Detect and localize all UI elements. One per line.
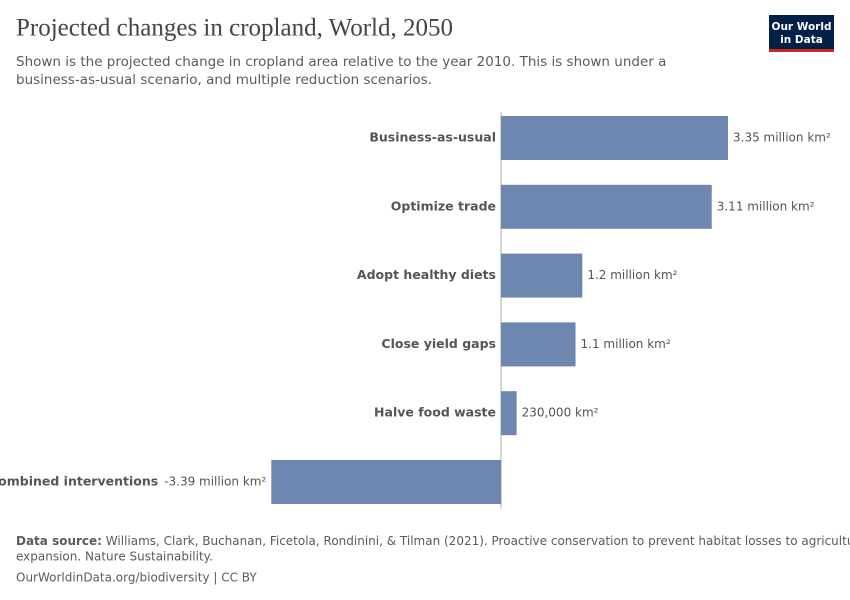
bar: [501, 116, 728, 160]
bar: [501, 253, 583, 298]
source-label: Data source:: [16, 534, 102, 548]
category-label: Close yield gaps: [381, 336, 496, 351]
bar: [501, 322, 576, 367]
subtitle: business-as-usual scenario, and multiple…: [16, 72, 432, 88]
source: expansion. Nature Sustainability.: [16, 550, 213, 564]
value-label: 3.11 million km²: [717, 199, 815, 213]
category-label: Optimize trade: [391, 198, 496, 213]
value-label: 1.1 million km²: [581, 337, 671, 351]
logo-box: [769, 15, 834, 52]
category-label: Combined interventions: [0, 474, 158, 489]
source-text: Williams, Clark, Buchanan, Ficetola, Ron…: [106, 534, 850, 548]
value-label: -3.39 million km²: [164, 475, 266, 489]
footer[interactable]: OurWorldinData.org/biodiversity | CC BY: [16, 571, 257, 585]
logo-text: in Data: [780, 34, 823, 46]
logo[interactable]: Our World in Data: [769, 15, 834, 52]
value-label: 230,000 km²: [522, 406, 599, 420]
logo-text: Our World: [772, 21, 832, 33]
value-label: 1.2 million km²: [587, 268, 677, 282]
category-label: Business-as-usual: [369, 130, 496, 145]
chart-title: Projected changes in cropland, World, 20…: [16, 15, 453, 42]
source: Data source: Williams, Clark, Buchanan, …: [16, 534, 850, 548]
subtitle: Shown is the projected change in croplan…: [16, 54, 666, 70]
category-label: Halve food waste: [374, 405, 496, 420]
category-label: Adopt healthy diets: [357, 267, 496, 282]
bar: [501, 391, 517, 436]
logo-underline: [769, 49, 834, 52]
value-label: 3.35 million km²: [733, 131, 831, 145]
bar: [501, 184, 712, 229]
bar: [271, 460, 501, 504]
